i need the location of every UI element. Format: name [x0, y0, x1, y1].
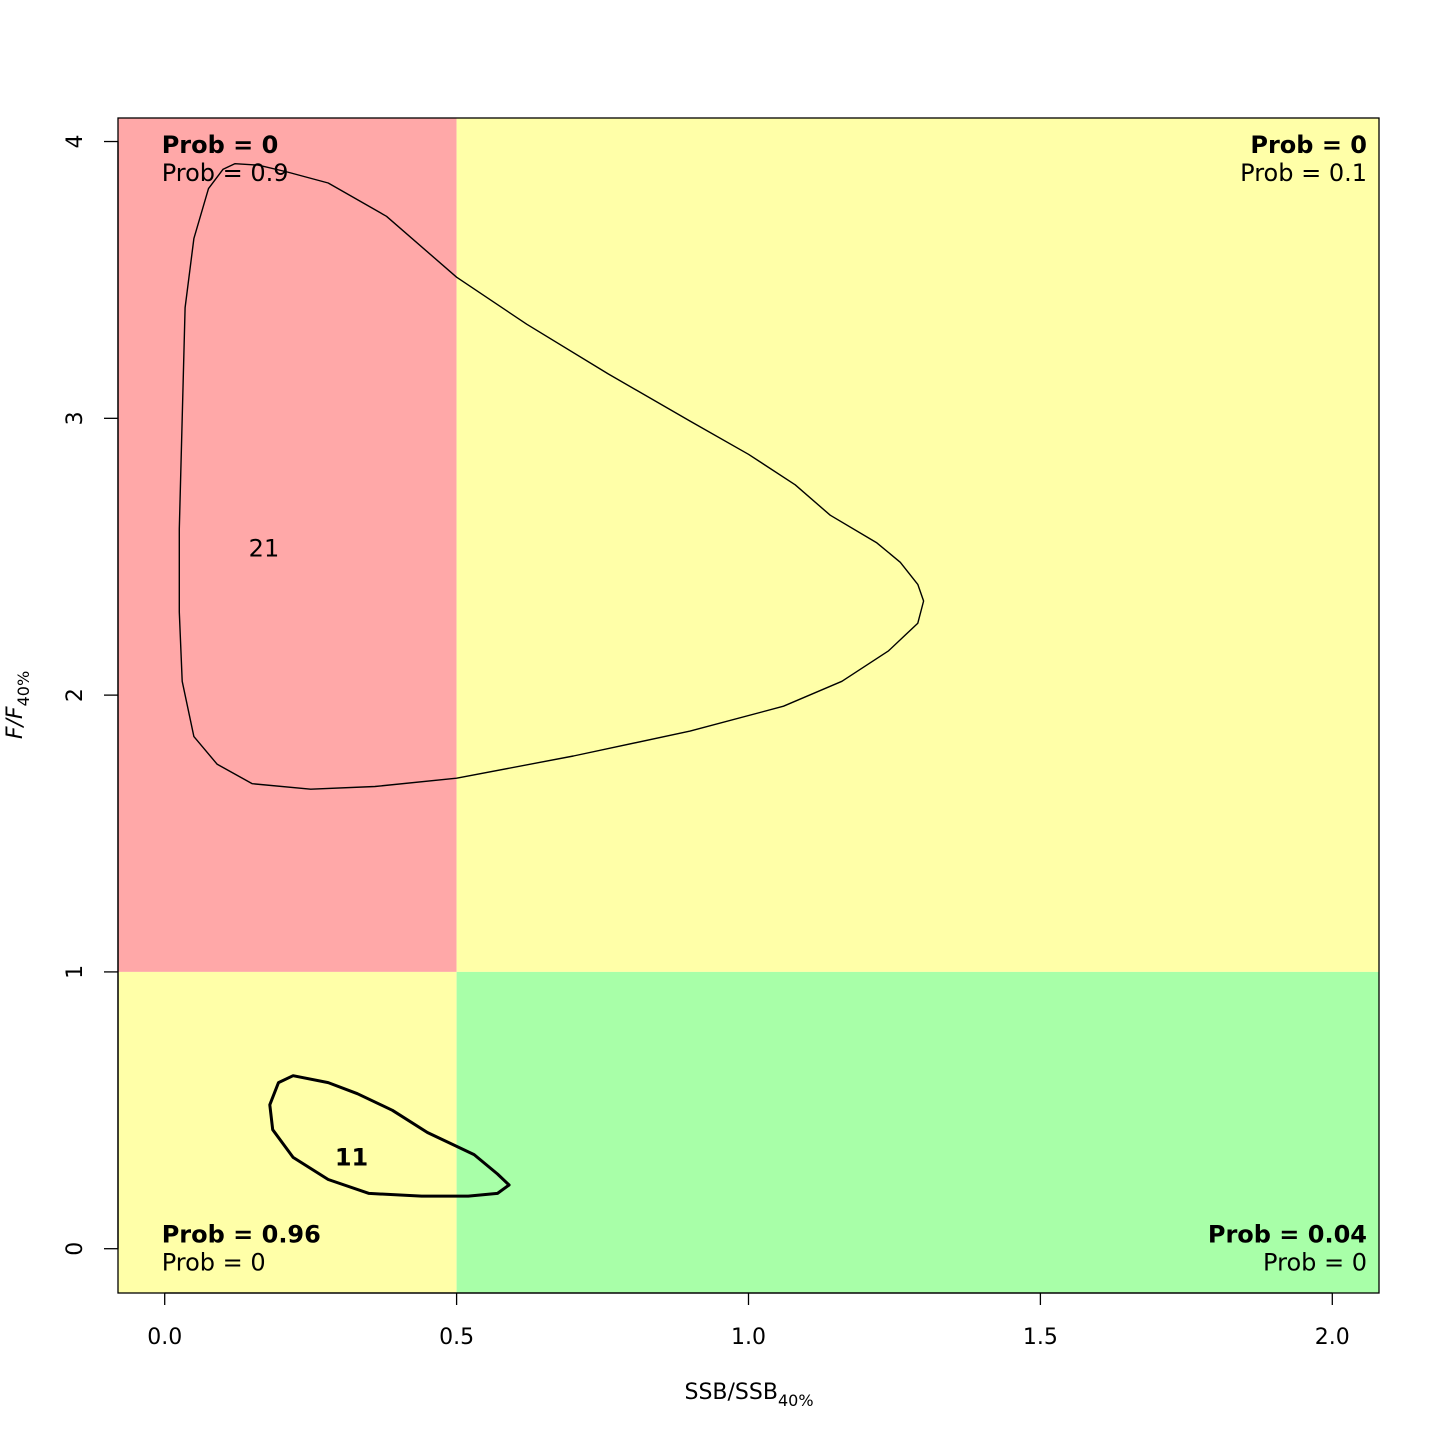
- y-axis-title-main: F/F: [3, 706, 28, 739]
- prob-label-bold-bottom-left: Prob = 0.96: [162, 1220, 321, 1248]
- prob-label-bold-bottom-right: Prob = 0.04: [1208, 1220, 1367, 1248]
- contour-line-11: [268, 1074, 511, 1198]
- x-axis-title-subscript: 40%: [778, 1391, 814, 1410]
- y-axis: 0 1 2 3 4: [63, 135, 119, 1256]
- x-axis-title: SSB/SSB40%: [684, 1380, 813, 1410]
- x-tick-label: 1.5: [1023, 1325, 1058, 1350]
- contour-line-21: [178, 163, 925, 790]
- contour-lines: [178, 163, 925, 1198]
- prob-label-normal-bottom-right: Prob = 0: [1263, 1248, 1367, 1276]
- y-axis-title: F/F40%: [3, 671, 33, 739]
- prob-label-normal-top-right: Prob = 0.1: [1240, 159, 1367, 187]
- x-tick-label: 0.5: [439, 1325, 474, 1350]
- quadrant-backgrounds: [118, 118, 1380, 1293]
- x-tick-label: 1.0: [731, 1325, 766, 1350]
- quadrant-top-right: [456, 118, 1380, 972]
- y-tick-label: 3: [63, 411, 88, 425]
- contour-label-11: 11: [335, 1143, 368, 1171]
- quadrant-bottom-left: [118, 971, 457, 1293]
- quadrant-bottom-right: [456, 971, 1380, 1293]
- y-tick-label: 2: [63, 688, 88, 702]
- x-tick-label: 0.0: [147, 1325, 182, 1350]
- x-axis: 0.0 0.5 1.0 1.5 2.0: [147, 1292, 1350, 1350]
- contour-label-21: 21: [249, 534, 280, 562]
- prob-label-bold-top-left: Prob = 0: [162, 131, 279, 159]
- x-tick-label: 2.0: [1315, 1325, 1350, 1350]
- prob-label-normal-bottom-left: Prob = 0: [162, 1248, 266, 1276]
- prob-label-bold-top-right: Prob = 0: [1250, 131, 1367, 159]
- y-axis-title-subscript: 40%: [14, 671, 33, 707]
- x-axis-title-main: SSB/SSB: [684, 1380, 777, 1405]
- y-tick-label: 4: [63, 135, 88, 149]
- contour-labels: 21 11: [249, 534, 369, 1171]
- y-tick-label: 1: [63, 965, 88, 979]
- y-tick-label: 0: [63, 1242, 88, 1256]
- quadrant-top-left: [118, 118, 457, 972]
- prob-label-normal-top-left: Prob = 0.9: [162, 159, 289, 187]
